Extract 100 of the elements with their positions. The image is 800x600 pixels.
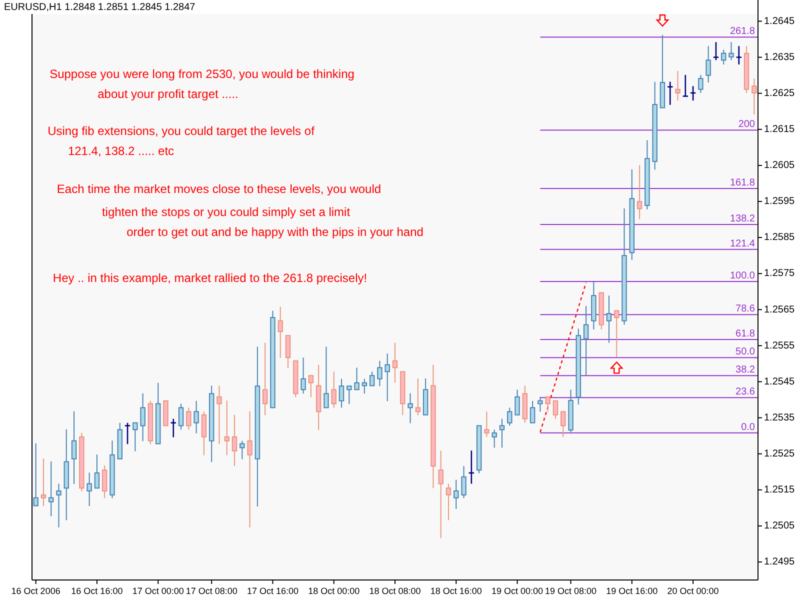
x-tick-label: 19 Oct 16:00 [606, 586, 658, 596]
candlestick [40, 458, 46, 507]
y-tick-label: 1.2635 [764, 52, 796, 63]
candlestick [484, 411, 490, 438]
candlestick [606, 295, 612, 344]
candlestick [278, 306, 283, 358]
x-tick-label: 16 Oct 16:00 [71, 586, 123, 596]
candlestick [369, 371, 375, 386]
candlestick [71, 410, 77, 485]
candlestick [545, 396, 550, 412]
candlestick [499, 418, 505, 448]
annotation: 121.4 [730, 238, 756, 250]
candlestick [94, 454, 100, 489]
y-tick-label: 1.2525 [764, 448, 796, 460]
annotation: 78.6 [736, 304, 756, 315]
candlestick [538, 396, 543, 412]
candlestick [170, 418, 177, 438]
candlestick [530, 400, 536, 424]
y-tick-label: 1.2595 [764, 196, 796, 208]
candlestick [201, 411, 207, 456]
candlestick [132, 422, 138, 452]
candlestick [507, 407, 512, 426]
candlestick [438, 450, 444, 539]
candlestick [300, 357, 306, 394]
candlestick [392, 342, 398, 384]
x-tick-label: 18 Oct 08:00 [369, 586, 421, 596]
candlestick [56, 483, 62, 528]
candlestick [140, 392, 146, 442]
candlestick [240, 440, 245, 460]
x-tick-label: 16 Oct 2006 [11, 586, 60, 596]
annotation: order to get out and be happy with the pips in your hand [126, 225, 424, 239]
candlestick [86, 472, 92, 507]
y-tick-label: 1.2545 [764, 376, 796, 388]
candlestick [48, 460, 54, 517]
candlestick [583, 306, 589, 376]
candlestick [675, 70, 680, 102]
candlestick [712, 41, 720, 61]
annotation: tighten the stops or you could simply set a limit [102, 205, 351, 219]
candlestick [752, 78, 757, 116]
candlestick [377, 360, 382, 387]
candlestick [178, 403, 184, 430]
x-tick-label: 19 Oct 00:00 [492, 586, 544, 596]
candlestick [384, 353, 390, 402]
annotation: 61.8 [736, 328, 756, 340]
candlestick [331, 371, 336, 408]
annotation: Suppose you were long from 2530, you would be thinking [50, 67, 354, 81]
candlestick [194, 400, 199, 434]
x-tick-label: 17 Oct 16:00 [246, 586, 298, 596]
candlestick [285, 335, 291, 369]
y-tick-label: 1.2575 [764, 268, 796, 280]
annotation: Hey .. in this example, market rallied to the 261.8 precisely! [52, 271, 368, 285]
x-tick-label: 18 Oct 00:00 [308, 586, 360, 596]
y-tick-label: 1.2605 [764, 160, 796, 172]
y-tick-label: 1.2645 [764, 16, 796, 27]
x-tick-label: 18 Oct 16:00 [430, 586, 482, 596]
x-tick-label: 17 Oct 08:00 [186, 586, 238, 596]
candlestick [514, 389, 520, 416]
annotation: 138.2 [730, 214, 756, 225]
candlestick [492, 429, 497, 448]
chart-title: EURUSD,H1 1.2848 1.2851 1.2845 1.2847 [4, 2, 196, 13]
candlestick [247, 410, 252, 528]
candlestick [346, 386, 352, 405]
candlestick [102, 464, 108, 499]
candlestick [338, 378, 344, 408]
candlestick [415, 378, 421, 416]
y-tick-label: 1.2495 [764, 556, 796, 568]
candlestick [354, 367, 360, 390]
y-tick-label: 1.2625 [764, 88, 796, 99]
annotation: about your profit target ..... [98, 87, 238, 101]
annotation: 121.4, 138.2 ..... etc [68, 144, 174, 158]
candlestick [408, 392, 413, 424]
candlestick [224, 400, 230, 456]
y-tick-label: 1.2555 [764, 340, 796, 352]
y-tick-label: 1.2565 [764, 304, 796, 316]
annotation: 38.2 [736, 364, 756, 376]
y-tick-label: 1.2535 [764, 412, 796, 424]
candlestick [560, 411, 566, 438]
annotation: 23.6 [736, 386, 756, 398]
y-tick-label: 1.2515 [764, 484, 796, 496]
candlestick [721, 49, 726, 65]
candlestick [698, 74, 704, 94]
candlestick [362, 378, 368, 394]
candlestick [446, 483, 452, 521]
candlestick [552, 400, 558, 420]
candlestick [262, 342, 268, 416]
candlestick [124, 422, 131, 445]
candlestick [728, 42, 734, 61]
y-tick-label: 1.2615 [764, 124, 796, 136]
candlestick [682, 74, 689, 97]
candlestick [461, 466, 466, 499]
candlestick [232, 414, 238, 467]
annotation: Using fib extensions, you could target the levels of [48, 124, 316, 138]
candlestick [308, 375, 314, 398]
candlestick [706, 46, 711, 83]
y-tick-label: 1.2585 [764, 232, 796, 244]
annotation: 161.8 [730, 177, 756, 188]
annotation: Each time the market moves close to these levels, you would [56, 182, 382, 196]
candlestick [324, 346, 329, 408]
candlestick [736, 45, 742, 66]
annotation: 200 [738, 119, 756, 130]
